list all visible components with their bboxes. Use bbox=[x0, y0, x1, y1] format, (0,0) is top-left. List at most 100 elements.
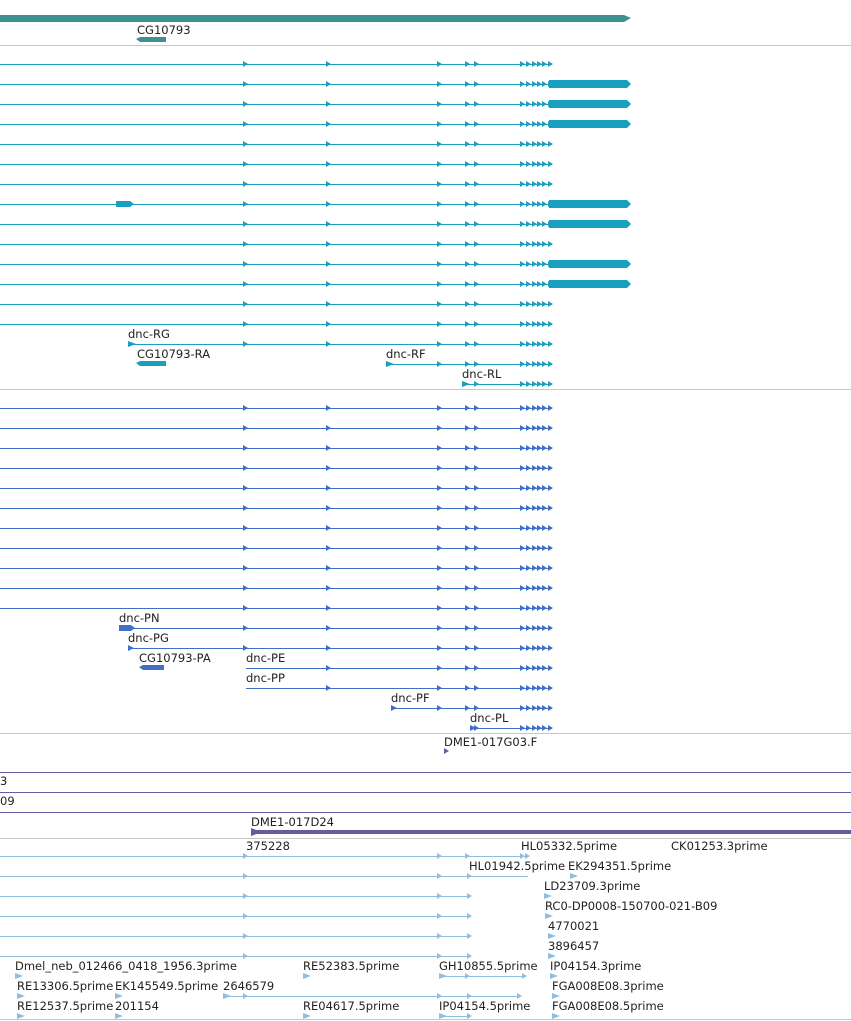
exon-arrow bbox=[326, 445, 331, 451]
protein-head-block[interactable] bbox=[119, 625, 135, 631]
cdna-row[interactable] bbox=[439, 1013, 472, 1019]
cdna-row[interactable] bbox=[0, 953, 556, 959]
exon-arrow bbox=[243, 565, 248, 571]
protein-row-cg10793-pa[interactable] bbox=[139, 665, 164, 670]
cdna-row[interactable] bbox=[550, 973, 558, 979]
exon-arrow bbox=[474, 141, 479, 147]
transcript-row[interactable] bbox=[0, 161, 553, 167]
cdna-arrow bbox=[437, 993, 442, 999]
transcript-row[interactable] bbox=[0, 241, 553, 247]
transcript-row[interactable] bbox=[0, 141, 553, 147]
protein-row[interactable] bbox=[0, 505, 553, 511]
protein-row[interactable] bbox=[0, 545, 553, 551]
transcript-row[interactable] bbox=[0, 200, 631, 208]
transcript-row[interactable] bbox=[0, 61, 553, 67]
cdna-arrow bbox=[465, 973, 470, 979]
exon-arrow bbox=[542, 381, 547, 387]
exon-arrow bbox=[437, 221, 442, 227]
exon-arrow bbox=[542, 485, 547, 491]
protein-row[interactable] bbox=[246, 665, 553, 671]
transcript-utr-block[interactable] bbox=[116, 201, 134, 207]
protein-row[interactable] bbox=[0, 425, 553, 431]
exon-arrow bbox=[326, 565, 331, 571]
transcript-row[interactable] bbox=[0, 260, 631, 268]
exon-arrow bbox=[532, 405, 537, 411]
exon-arrow bbox=[548, 141, 553, 147]
gene-feature-bar[interactable] bbox=[0, 15, 631, 22]
protein-row[interactable] bbox=[0, 445, 553, 451]
cdna-row[interactable] bbox=[303, 1013, 311, 1019]
exon-arrow bbox=[520, 81, 525, 87]
transcript-cds-block[interactable] bbox=[549, 260, 631, 268]
transcript-row[interactable] bbox=[386, 361, 553, 367]
cdna-start-marker bbox=[15, 973, 23, 979]
transcript-row[interactable] bbox=[0, 100, 631, 108]
cdna-row[interactable] bbox=[115, 1013, 123, 1019]
exon-arrow bbox=[537, 545, 542, 551]
exon-arrow bbox=[526, 625, 531, 631]
exon-arrow bbox=[537, 725, 542, 731]
cdna-row[interactable] bbox=[303, 973, 311, 979]
protein-block[interactable] bbox=[139, 665, 164, 670]
cdna-row[interactable] bbox=[552, 993, 560, 999]
transcript-row[interactable] bbox=[0, 120, 631, 128]
protein-row[interactable] bbox=[0, 605, 553, 611]
exon-arrow bbox=[465, 445, 470, 451]
cdna-row[interactable] bbox=[0, 873, 578, 879]
protein-row[interactable] bbox=[0, 405, 553, 411]
exon-arrow bbox=[474, 281, 479, 287]
transcript-row[interactable] bbox=[0, 301, 553, 307]
exon-arrow bbox=[520, 101, 525, 107]
transcript-row[interactable] bbox=[0, 321, 553, 327]
transcript-row[interactable] bbox=[0, 181, 553, 187]
cdna-row[interactable] bbox=[17, 993, 25, 999]
gene-cds-block[interactable] bbox=[136, 37, 166, 42]
cdna-label: FGA008E08.5prime bbox=[552, 999, 664, 1013]
exon-arrow bbox=[474, 485, 479, 491]
transcript-cds-block[interactable] bbox=[549, 100, 631, 108]
cdna-row[interactable] bbox=[0, 893, 552, 899]
protein-row[interactable] bbox=[246, 685, 553, 691]
transcript-row[interactable] bbox=[0, 280, 631, 288]
transcript-row[interactable] bbox=[0, 220, 631, 228]
cdna-row[interactable] bbox=[552, 1013, 560, 1019]
exon-arrow bbox=[465, 625, 470, 631]
exon-arrow bbox=[437, 121, 442, 127]
protein-row[interactable] bbox=[0, 485, 553, 491]
cdna-arrow bbox=[243, 953, 248, 959]
contig-feature-dme1-017d24[interactable] bbox=[251, 830, 851, 834]
protein-row[interactable] bbox=[0, 565, 553, 571]
transcript-cds-block[interactable] bbox=[549, 120, 631, 128]
sequence-feature[interactable] bbox=[444, 748, 449, 754]
cdna-row[interactable] bbox=[115, 993, 123, 999]
protein-row[interactable] bbox=[470, 725, 553, 731]
transcript-cds-block[interactable] bbox=[549, 280, 631, 288]
transcript-cds-block[interactable] bbox=[549, 220, 631, 228]
cdna-row[interactable] bbox=[223, 993, 522, 999]
exon-arrow bbox=[532, 605, 537, 611]
cdna-row[interactable] bbox=[0, 913, 553, 919]
exon-arrow bbox=[526, 381, 531, 387]
protein-row[interactable] bbox=[0, 585, 553, 591]
transcript-row[interactable] bbox=[462, 381, 553, 387]
exon-arrow bbox=[465, 485, 470, 491]
cdna-row[interactable] bbox=[0, 853, 530, 859]
transcript-cds-block[interactable] bbox=[136, 361, 166, 366]
transcript-row[interactable] bbox=[0, 80, 631, 88]
transcript-row[interactable] bbox=[128, 341, 553, 347]
transcript-cds-block[interactable] bbox=[549, 80, 631, 88]
protein-row[interactable] bbox=[128, 645, 553, 651]
exon-arrow bbox=[326, 465, 331, 471]
cdna-row[interactable] bbox=[15, 973, 23, 979]
exon-arrow bbox=[474, 341, 479, 347]
transcript-row-cg10793-ra[interactable] bbox=[136, 361, 166, 366]
cdna-row[interactable] bbox=[439, 973, 527, 979]
protein-row[interactable] bbox=[391, 705, 553, 711]
protein-row[interactable] bbox=[119, 625, 553, 631]
exon-arrow bbox=[326, 241, 331, 247]
protein-row[interactable] bbox=[0, 465, 553, 471]
protein-row[interactable] bbox=[0, 525, 553, 531]
transcript-cds-block[interactable] bbox=[549, 200, 631, 208]
cdna-row[interactable] bbox=[17, 1013, 25, 1019]
cdna-row[interactable] bbox=[0, 933, 556, 939]
